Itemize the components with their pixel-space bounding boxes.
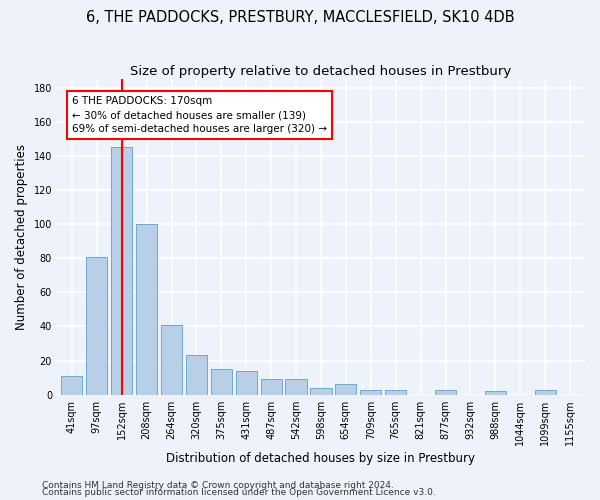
Bar	[236, 371, 257, 394]
Text: 6, THE PADDOCKS, PRESTBURY, MACCLESFIELD, SK10 4DB: 6, THE PADDOCKS, PRESTBURY, MACCLESFIELD…	[86, 10, 514, 25]
Text: Contains public sector information licensed under the Open Government Licence v3: Contains public sector information licen…	[42, 488, 436, 497]
Bar	[186, 356, 207, 395]
Title: Size of property relative to detached houses in Prestbury: Size of property relative to detached ho…	[130, 65, 512, 78]
Bar	[161, 325, 182, 394]
Bar	[335, 384, 356, 394]
Bar	[485, 392, 506, 394]
Bar	[136, 224, 157, 394]
X-axis label: Distribution of detached houses by size in Prestbury: Distribution of detached houses by size …	[166, 452, 475, 465]
Bar	[211, 369, 232, 394]
Bar	[360, 390, 382, 394]
Bar	[385, 390, 406, 394]
Bar	[260, 380, 282, 394]
Bar	[86, 256, 107, 394]
Text: 6 THE PADDOCKS: 170sqm
← 30% of detached houses are smaller (139)
69% of semi-de: 6 THE PADDOCKS: 170sqm ← 30% of detached…	[72, 96, 327, 134]
Bar	[435, 390, 456, 394]
Bar	[61, 376, 82, 394]
Bar	[286, 380, 307, 394]
Bar	[111, 148, 132, 394]
Bar	[310, 388, 332, 394]
Bar	[535, 390, 556, 394]
Text: Contains HM Land Registry data © Crown copyright and database right 2024.: Contains HM Land Registry data © Crown c…	[42, 480, 394, 490]
Y-axis label: Number of detached properties: Number of detached properties	[15, 144, 28, 330]
